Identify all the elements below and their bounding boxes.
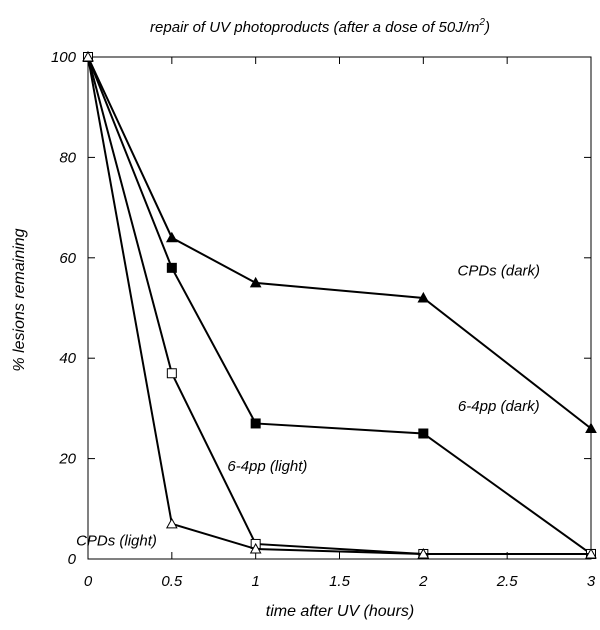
data-point bbox=[417, 547, 430, 559]
series-3 bbox=[82, 50, 597, 559]
data-point bbox=[165, 231, 178, 243]
data-point bbox=[166, 262, 177, 273]
x-axis-ticks: 0 0.5 1 1.5 2 2.5 3 bbox=[84, 57, 596, 590]
series-1 bbox=[83, 52, 596, 559]
data-point bbox=[417, 291, 430, 303]
data-point bbox=[250, 418, 261, 429]
y-tick-label: 60 bbox=[59, 250, 76, 267]
y-axis-ticks: 0 20 40 60 80 100 bbox=[51, 49, 591, 568]
data-point bbox=[82, 50, 94, 62]
y-tick-label: 0 bbox=[68, 551, 77, 568]
annotations: CPDs (dark) 6-4pp (dark) 6-4pp (light) CPDs… bbox=[76, 262, 540, 549]
series-line bbox=[87, 56, 591, 555]
series-2 bbox=[83, 52, 596, 559]
chart-title: repair of UV photoproducts (after a dose… bbox=[150, 17, 490, 36]
annotation-label: 6-4pp (dark) bbox=[458, 398, 540, 415]
plot-frame bbox=[87, 56, 592, 560]
data-point bbox=[249, 276, 262, 288]
y-tick-label: 20 bbox=[58, 451, 76, 468]
y-tick-label: 40 bbox=[59, 350, 76, 367]
annotation-label: 6-4pp (light) bbox=[227, 458, 307, 475]
x-tick-label: 2 bbox=[418, 573, 428, 590]
x-tick-label: 0 bbox=[84, 573, 93, 590]
series-line bbox=[87, 56, 592, 430]
data-point bbox=[166, 368, 177, 379]
data-point bbox=[165, 517, 178, 529]
chart-title-superscript: 2 bbox=[478, 17, 485, 28]
data-point bbox=[418, 428, 429, 439]
x-tick-label: 1.5 bbox=[329, 573, 351, 590]
data-point bbox=[249, 542, 262, 554]
series-0 bbox=[82, 50, 597, 433]
annotation-label: CPDs (dark) bbox=[458, 262, 541, 279]
chart-title-close: ) bbox=[483, 19, 490, 36]
y-tick-label: 100 bbox=[51, 49, 77, 66]
x-tick-label: 2.5 bbox=[496, 573, 519, 590]
data-point bbox=[585, 547, 597, 559]
y-axis-label: % lesions remaining bbox=[11, 228, 28, 371]
chart-title-main: repair of UV photoproducts (after a dose… bbox=[150, 19, 479, 36]
data-point bbox=[585, 422, 597, 433]
series-group bbox=[82, 50, 597, 559]
annotation-label: CPDs (light) bbox=[76, 532, 157, 549]
y-tick-label: 80 bbox=[59, 149, 76, 166]
x-tick-label: 0.5 bbox=[161, 573, 183, 590]
x-axis-label: time after UV (hours) bbox=[266, 603, 414, 620]
x-tick-label: 1 bbox=[251, 573, 259, 590]
x-tick-label: 3 bbox=[587, 573, 596, 590]
